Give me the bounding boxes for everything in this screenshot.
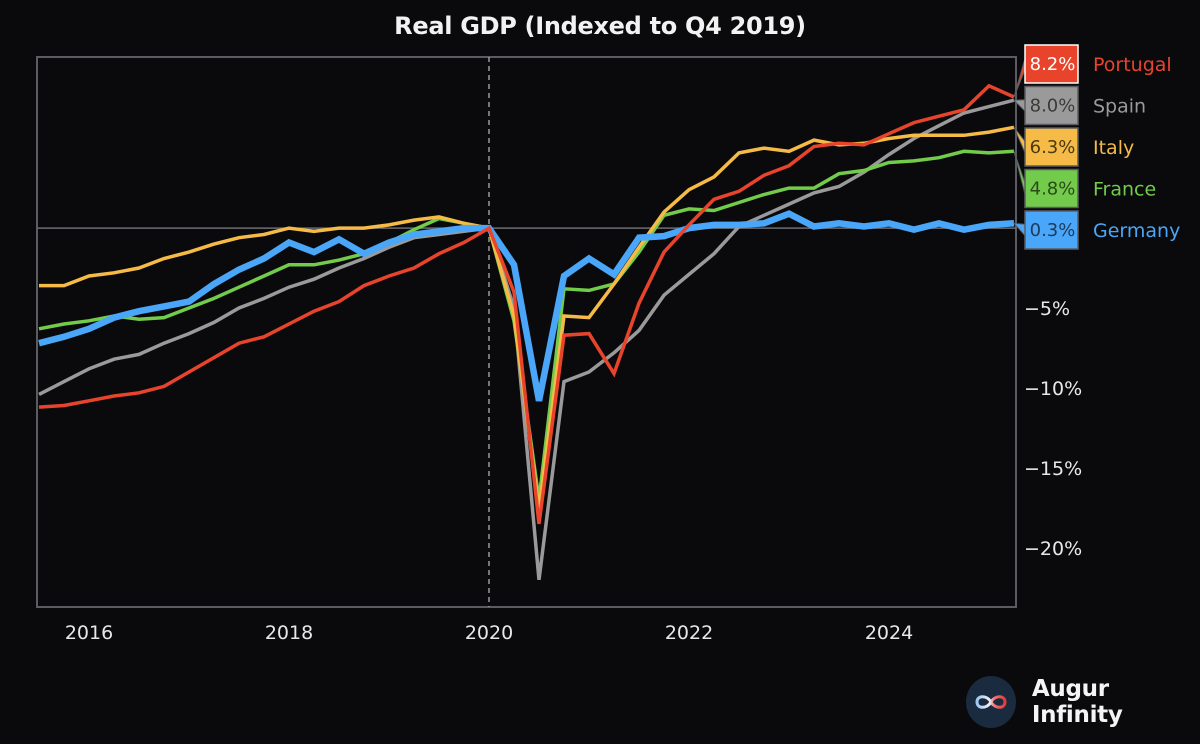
legend-entry-name: Italy (1093, 137, 1134, 159)
end-label-box (1024, 127, 1079, 167)
end-label-germany: 0.3% Germany (1012, 210, 1180, 250)
end-label-italy: 6.3% Italy (1013, 127, 1134, 167)
end-label-france: 4.8% France (1013, 151, 1156, 209)
y-tick-label: −20% (1024, 538, 1082, 560)
brand-watermark: Augur Infinity (966, 676, 1200, 728)
end-label-box (1024, 85, 1079, 126)
end-label-value: 0.3% (1030, 220, 1076, 241)
y-tick-label: −5% (1024, 298, 1070, 320)
x-tick-label: 2024 (865, 622, 913, 644)
legend-entry-name: Germany (1093, 220, 1180, 242)
end-label-box (1024, 210, 1079, 250)
end-label-box (1024, 168, 1079, 209)
x-tick-label: 2022 (665, 622, 713, 644)
legend-entry-name: France (1093, 179, 1156, 201)
brand-name: Augur Infinity (1031, 676, 1123, 728)
end-label-spain: 8.0% Spain (1012, 85, 1146, 126)
infinity-icon (966, 676, 1016, 728)
end-label-value: 8.2% (1030, 54, 1076, 75)
x-tick-label: 2016 (65, 622, 113, 644)
series-line-spain (38, 98, 1015, 581)
end-label-box (1024, 44, 1079, 84)
series-line-germany (38, 210, 1015, 402)
series-line-portugal (38, 83, 1015, 525)
y-tick-label: −15% (1024, 458, 1082, 480)
end-label-value: 4.8% (1030, 179, 1076, 200)
y-tick-label: −10% (1024, 378, 1082, 400)
legend-entry-name: Portugal (1093, 54, 1172, 76)
chart-title: Real GDP (Indexed to Q4 2019) (394, 12, 806, 40)
end-label-portugal: 8.2% Portugal (1013, 44, 1172, 98)
end-label-value: 8.0% (1030, 96, 1076, 117)
end-label-value: 6.3% (1030, 137, 1076, 158)
x-tick-label: 2018 (265, 622, 313, 644)
legend-entry-name: Spain (1093, 96, 1146, 118)
x-tick-label: 2020 (465, 622, 513, 644)
